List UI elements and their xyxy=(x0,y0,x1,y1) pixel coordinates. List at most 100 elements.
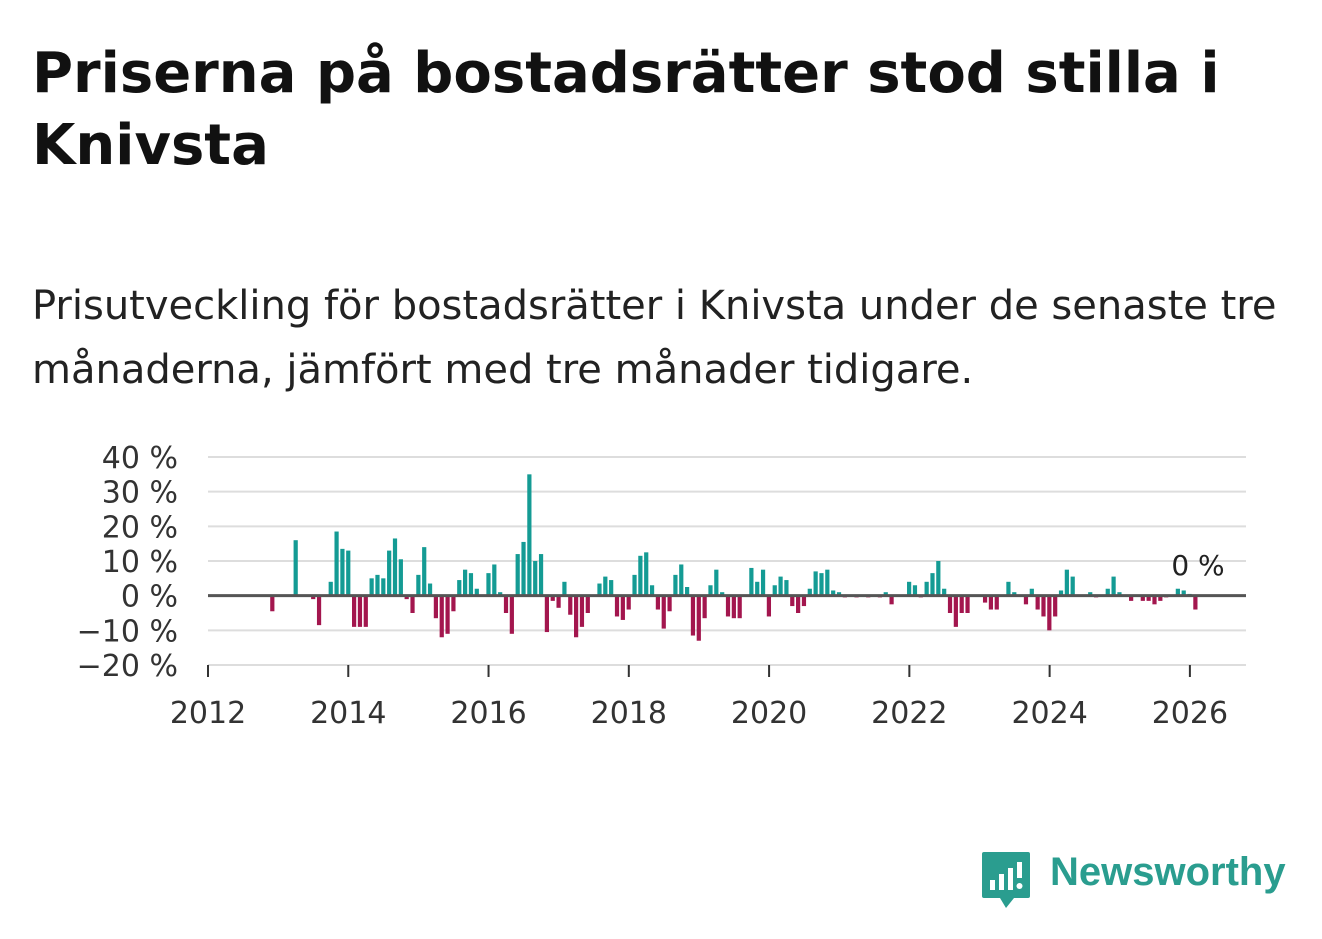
bar xyxy=(714,569,719,596)
x-tick-label: 2020 xyxy=(731,696,807,731)
x-tick-label: 2024 xyxy=(1011,696,1087,731)
bar xyxy=(760,569,766,596)
bar xyxy=(731,595,736,619)
axes xyxy=(208,594,1246,666)
bar xyxy=(410,595,415,613)
bar xyxy=(427,583,433,596)
bar xyxy=(334,531,339,596)
bar xyxy=(352,595,357,627)
bar xyxy=(649,585,655,596)
x-tick-label: 2014 xyxy=(310,696,386,731)
bar xyxy=(796,595,801,613)
bar xyxy=(498,592,503,596)
bar xyxy=(404,595,409,600)
newsworthy-logo: Newsworthy xyxy=(980,848,1300,910)
bar xyxy=(1070,576,1075,596)
y-tick-label: 10 % xyxy=(102,545,178,580)
bar xyxy=(1058,590,1064,596)
bar xyxy=(311,595,316,600)
bar xyxy=(492,564,497,596)
bar xyxy=(521,541,526,596)
bar xyxy=(1064,569,1069,596)
bar xyxy=(509,595,514,634)
bar xyxy=(398,559,403,596)
bar xyxy=(1140,595,1145,601)
bar xyxy=(690,595,696,636)
bar xyxy=(363,595,368,627)
bar xyxy=(1047,595,1052,631)
chart-subtitle: Prisutveckling för bostadsrätter i Knivs… xyxy=(32,283,1277,393)
bar xyxy=(1088,592,1093,596)
bar xyxy=(749,567,754,596)
grid-lines xyxy=(208,456,1246,666)
bar xyxy=(831,590,836,596)
bar xyxy=(346,550,351,596)
bar xyxy=(579,595,585,627)
bar xyxy=(755,581,760,596)
bar xyxy=(673,574,678,596)
bar xyxy=(801,595,807,607)
bar xyxy=(912,585,918,596)
bar xyxy=(293,540,298,596)
logo-icon xyxy=(982,852,1030,908)
bar xyxy=(328,581,333,596)
bar xyxy=(1029,588,1034,596)
bar xyxy=(790,595,795,607)
bar xyxy=(982,595,988,603)
bar xyxy=(1053,595,1058,617)
x-tick-label: 2022 xyxy=(871,696,947,731)
bar xyxy=(661,595,666,629)
x-tick-label: 2016 xyxy=(450,696,526,731)
bar xyxy=(725,595,731,617)
bar xyxy=(270,595,275,612)
bar xyxy=(556,595,561,608)
bar xyxy=(772,585,777,596)
bar xyxy=(562,581,567,596)
bar xyxy=(1129,595,1134,601)
x-tick-label: 2018 xyxy=(591,696,667,731)
bar xyxy=(685,587,690,596)
bar xyxy=(422,547,427,596)
bar xyxy=(538,554,544,596)
bar xyxy=(439,595,444,638)
bar xyxy=(965,595,970,613)
last-value-label: 0 % xyxy=(1171,549,1224,582)
bar xyxy=(679,564,684,596)
bar xyxy=(457,580,462,596)
bar xyxy=(568,595,573,615)
y-axis-labels: 40 %30 %20 %10 %0 %−10 %−20 % xyxy=(77,441,178,684)
bar xyxy=(451,595,456,612)
bar xyxy=(988,595,994,610)
bar xyxy=(889,595,894,605)
bar xyxy=(1175,588,1180,596)
bar xyxy=(708,585,713,596)
bar xyxy=(381,578,386,596)
bar xyxy=(696,595,701,641)
bar xyxy=(445,595,450,634)
bar xyxy=(936,561,941,596)
x-axis-labels: 2012 2014 2016 2018 2020 2022 2024 2026 xyxy=(170,665,1228,731)
bar xyxy=(463,569,468,596)
y-tick-label: 0 % xyxy=(121,580,178,615)
bar xyxy=(1012,592,1017,596)
bar xyxy=(1146,595,1151,601)
bar xyxy=(807,588,812,596)
bar xyxy=(614,595,620,617)
bar xyxy=(737,595,742,619)
y-tick-label: 20 % xyxy=(102,510,178,545)
bar xyxy=(836,592,842,596)
bar xyxy=(585,595,590,613)
bar xyxy=(1158,595,1163,601)
y-tick-label: 30 % xyxy=(102,476,178,511)
bar xyxy=(1152,595,1157,605)
bar xyxy=(720,592,725,596)
bar xyxy=(655,595,661,610)
y-tick-label: −20 % xyxy=(77,649,178,684)
bar xyxy=(667,595,672,612)
bar xyxy=(387,550,392,596)
page-title: Priserna på bostadsrätter stod stilla i … xyxy=(32,41,1220,178)
bar xyxy=(316,595,322,626)
bar xyxy=(819,573,824,596)
bar xyxy=(369,578,374,596)
bar xyxy=(468,573,474,596)
